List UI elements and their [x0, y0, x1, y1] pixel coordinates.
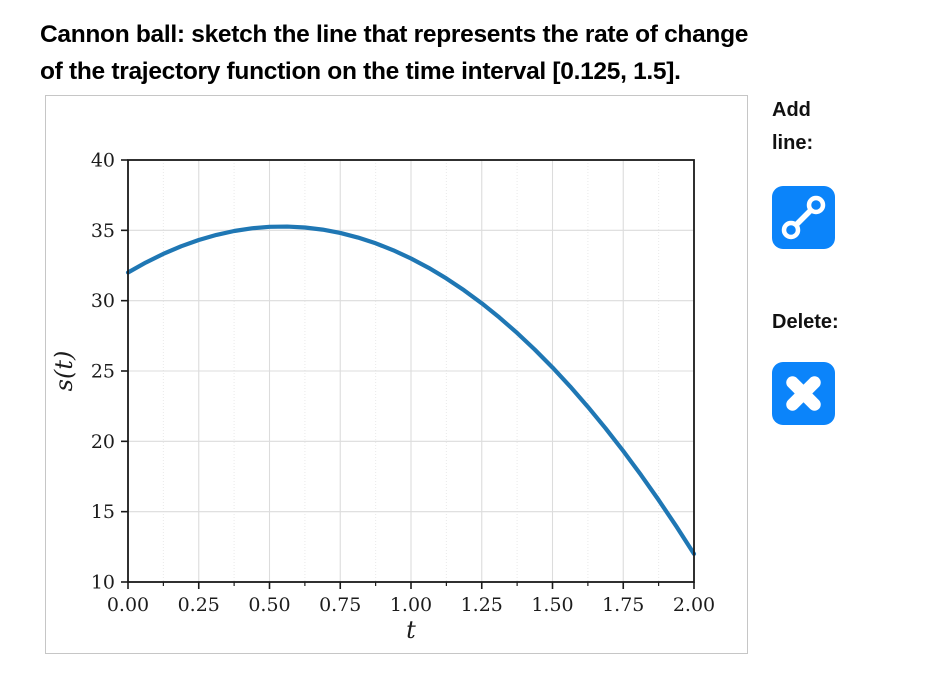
- x-tick-label: 1.25: [461, 594, 503, 616]
- x-tick-label: 0.25: [178, 594, 220, 616]
- x-tick-label: 1.75: [602, 594, 644, 616]
- x-tick-label: 1.00: [390, 594, 432, 616]
- y-tick-label: 30: [91, 290, 115, 312]
- figure-panel: 0.00 0.25 0.50 0.75 1.00 1.25 1.50 1.75 2.00 10 15…: [45, 95, 748, 654]
- y-tick-label: 15: [91, 501, 115, 523]
- add-line-button[interactable]: [772, 186, 835, 249]
- x-tick-label: 2.00: [673, 594, 715, 616]
- delete-label: Delete:: [772, 311, 839, 333]
- title-line-2: of the trajectory function on the time i…: [40, 58, 681, 85]
- x-tick-label: 0.50: [248, 594, 290, 616]
- trajectory-curve: [125, 224, 697, 556]
- x-axis-label: t: [406, 616, 416, 644]
- x-tick-label: 0.00: [107, 594, 149, 616]
- x-tick-label: 0.75: [319, 594, 361, 616]
- line-segment-icon: [781, 195, 826, 240]
- y-tick-label: 20: [91, 431, 115, 453]
- add-line-label: Add line:: [772, 99, 814, 154]
- page-title: Cannon ball: sketch the line that repres…: [40, 16, 748, 90]
- y-tick-label: 40: [91, 150, 115, 172]
- y-tick-label: 25: [91, 361, 115, 383]
- y-tick-label: 35: [91, 220, 115, 242]
- delete-button[interactable]: [772, 362, 835, 425]
- title-line-1: Cannon ball: sketch the line that repres…: [40, 21, 749, 48]
- y-axis-label: s(t): [50, 351, 78, 392]
- x-tick-label: 1.50: [531, 594, 573, 616]
- y-tick-label: 10: [91, 572, 115, 594]
- trajectory-plot[interactable]: 0.00 0.25 0.50 0.75 1.00 1.25 1.50 1.75 2.00 10 15…: [46, 96, 747, 653]
- x-icon: [786, 376, 821, 411]
